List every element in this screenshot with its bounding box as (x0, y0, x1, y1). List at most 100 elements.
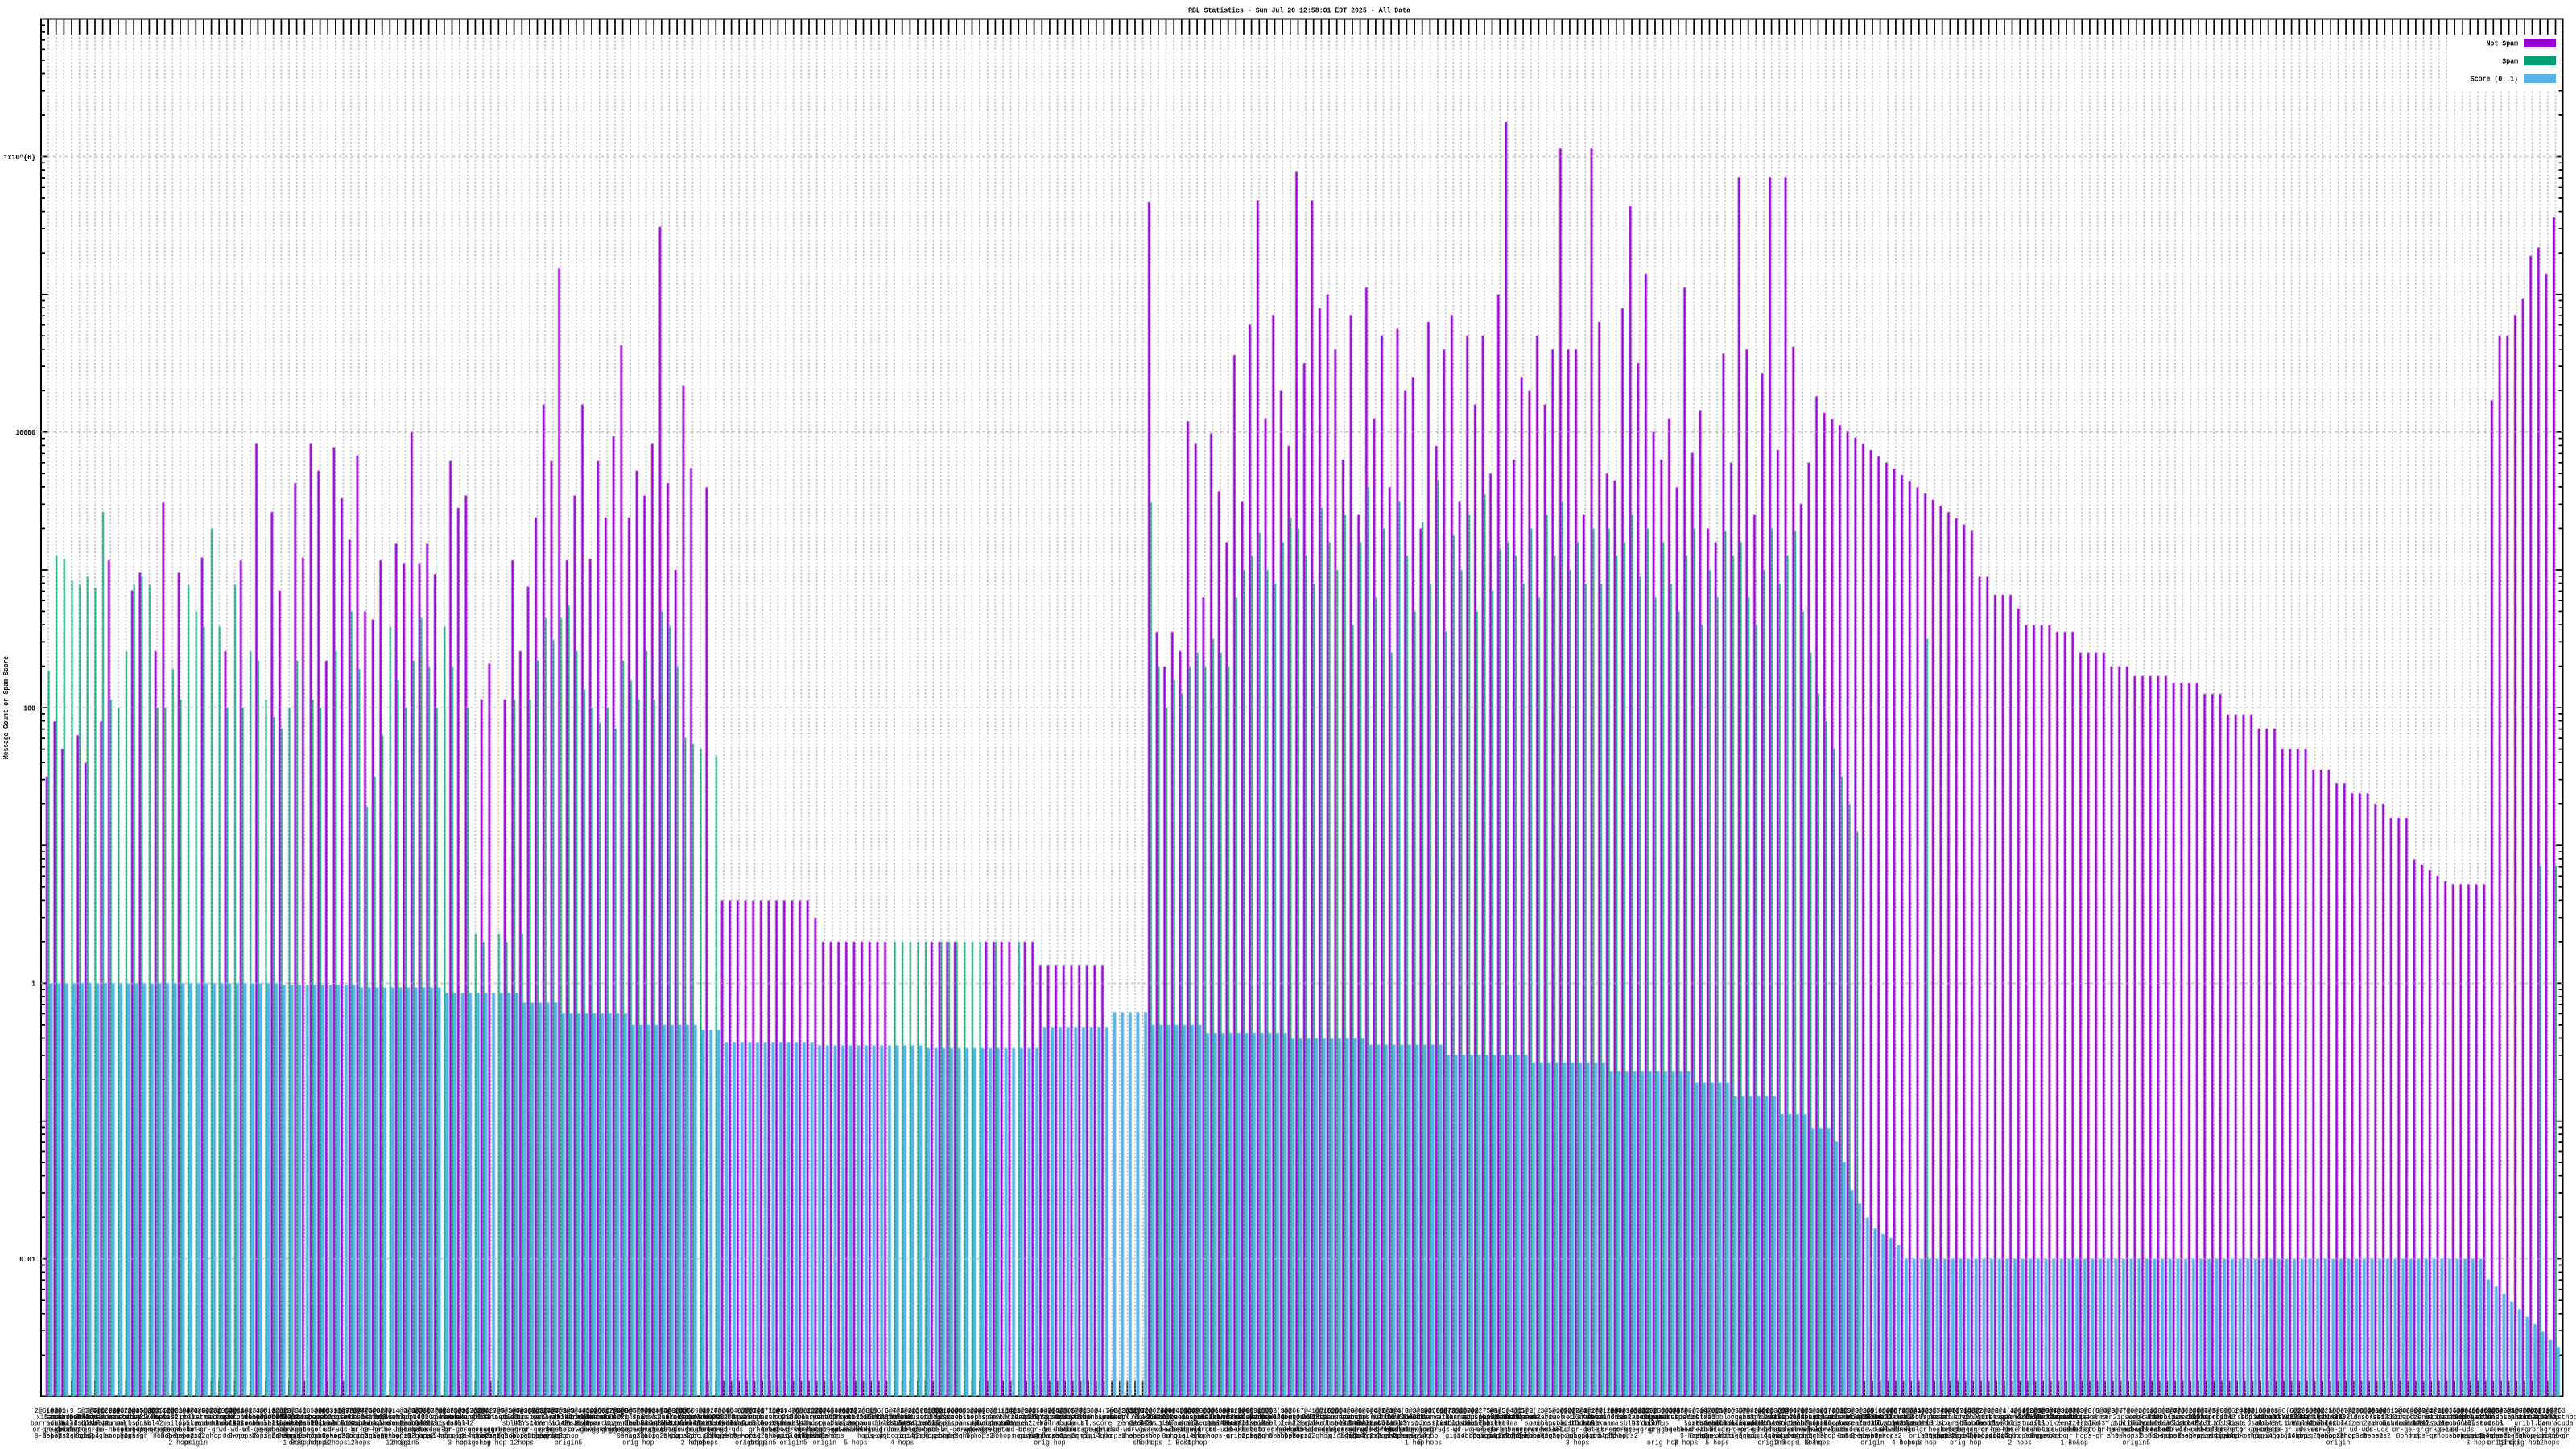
svg-text:0@8(3@8: 0@8(3@8 (2379, 1407, 2407, 1415)
svg-text:0@5(4@2: 0@5(4@2 (1028, 1407, 1056, 1415)
svg-text:hops-gr: hops-gr (710, 1432, 738, 1440)
svg-text:pble02: pble02 (332, 1414, 356, 1422)
svg-text:abuskarma: abuskarma (2072, 1414, 2107, 1422)
svg-text:3@9(8@5: 3@9(8@5 (1641, 1407, 1670, 1415)
svg-text:0@5(3: 0@5(3 (1079, 1407, 1099, 1415)
svg-text:list.dsbl: list.dsbl (2010, 1420, 2046, 1428)
svg-text:br-gr-gr: br-gr-gr (126, 1426, 157, 1434)
svg-text:4@4(4: 4@4(4 (395, 1407, 415, 1415)
svg-text:sorbs: sorbs (2305, 1420, 2325, 1428)
svg-text:sbl43Y.1.Y: sbl43Y.1.Y (1620, 1420, 1660, 1428)
svg-text:wd-wd-wl: wd-wd-wl (266, 1426, 297, 1434)
svg-text:br-gr-gr: br-gr-gr (460, 1426, 491, 1434)
svg-text:6@0(0: 6@0(0 (1350, 1407, 1370, 1415)
svg-text:bl.score: bl.score (878, 1420, 910, 1428)
svg-text:9-hops2: 9-hops2 (1339, 1432, 1367, 1440)
svg-text:6@0(1: 6@0(1 (2375, 1407, 2395, 1415)
svg-text:9-hops2: 9-hops2 (2317, 1432, 2345, 1440)
svg-text:ud-uds: ud-uds (1876, 1426, 1901, 1434)
svg-text:origin: origin (2326, 1439, 2351, 1447)
svg-text:or-ge-gr: or-ge-gr (242, 1426, 274, 1434)
svg-text:gr-gete: gr-gete (1571, 1426, 1600, 1434)
svg-text:rblorg: rblorg (2450, 1414, 2475, 1422)
svg-text:he-heto: he-heto (2130, 1426, 2158, 1434)
svg-text:br-gr-gr: br-gr-gr (2540, 1426, 2571, 1434)
svg-text:origin5: origin5 (555, 1439, 583, 1447)
svg-text:barracuda: barracuda (31, 1420, 66, 1428)
svg-text:6@2(6@2: 6@2(6@2 (2130, 1407, 2158, 1415)
svg-text:Y.Yzen: Y.Yzen (1922, 1414, 1946, 1422)
svg-text:orgorg0dW: orgorg0dW (1273, 1414, 1309, 1422)
svg-text:5@4(4@3: 5@4(4@3 (539, 1407, 568, 1415)
svg-text:0spamurl: 0spamurl (1057, 1420, 1088, 1428)
svg-text:8@6(7: 8@6(7 (2406, 1407, 2426, 1415)
svg-text:origin: origin (184, 1439, 208, 1447)
svg-text:8@0(7: 8@0(7 (2157, 1407, 2178, 1415)
svg-text:8ohops: 8ohops (277, 1432, 301, 1440)
svg-text:deobweb: deobweb (679, 1414, 707, 1422)
svg-text:gr-gete: gr-gete (283, 1426, 311, 1434)
svg-text:1@9(0: 1@9(0 (1839, 1407, 1860, 1415)
svg-text:hops-gr: hops-gr (2076, 1432, 2104, 1440)
svg-text:gigi4gbo: gigi4gbo (1018, 1432, 1050, 1440)
svg-text:wd-wd-wl: wd-wd-wl (1112, 1426, 1143, 1434)
svg-text:webhop: webhop (2016, 1414, 2040, 1422)
svg-text:e02spam: e02spam (275, 1414, 303, 1422)
svg-text:0dW143: 0dW143 (1496, 1414, 1520, 1422)
svg-text:0@7(2: 0@7(2 (194, 1407, 214, 1415)
svg-text:6@5(6: 6@5(6 (2204, 1407, 2224, 1415)
svg-text:shops: shops (698, 1439, 718, 1447)
svg-text:pblabus: pblabus (500, 1414, 528, 1422)
svg-text:or-ge-gr: or-ge-gr (2260, 1426, 2292, 1434)
svg-text:2@8(7@6: 2@8(7@6 (477, 1407, 505, 1415)
svg-text:orig2ghop: orig2ghop (512, 1432, 547, 1440)
svg-text:ud-uds: ud-uds (1426, 1426, 1450, 1434)
svg-text:deobfus: deobfus (1750, 1420, 1778, 1428)
svg-text:or-ge-gr: or-ge-gr (2493, 1426, 2524, 1434)
svg-text:br-gr-gr: br-gr-gr (64, 1426, 95, 1434)
svg-text:4@9(9: 4@9(9 (2010, 1407, 2030, 1415)
svg-text:orig2ghop: orig2ghop (186, 1432, 221, 1440)
svg-text:sorbs: sorbs (2483, 1420, 2504, 1428)
svg-text:8ohops: 8ohops (1472, 1432, 1496, 1440)
svg-text:br-gr-gr: br-gr-gr (941, 1426, 972, 1434)
svg-text:0@0(9@1: 0@0(9@1 (679, 1407, 707, 1415)
svg-text:ud-uds: ud-uds (2350, 1426, 2374, 1434)
svg-text:dnsbllist: dnsbllist (892, 1414, 927, 1422)
svg-text:list.dsbl: list.dsbl (2468, 1420, 2504, 1428)
svg-text:dnsblrbl: dnsblrbl (987, 1414, 1018, 1422)
svg-text:9-hops2: 9-hops2 (229, 1432, 257, 1440)
svg-text:x13karmaabus: x13karmaabus (1158, 1414, 1205, 1422)
svg-text:6@7(4: 6@7(4 (885, 1407, 905, 1415)
svg-text:ud-uds: ud-uds (875, 1426, 899, 1434)
svg-text:shop-or: shop-or (105, 1432, 133, 1440)
svg-text:8@6(5@5: 8@6(5@5 (663, 1407, 691, 1415)
svg-text:6@7(7@6: 6@7(7@6 (842, 1407, 870, 1415)
svg-text:copY.Y143: copY.Y143 (1994, 1414, 2029, 1422)
svg-text:bl.score: bl.score (514, 1420, 545, 1428)
svg-text:8ohops: 8ohops (1566, 1432, 1590, 1440)
svg-text:barzen: barzen (1201, 1414, 1225, 1422)
svg-text:spamhaus: spamhaus (1740, 1420, 1772, 1428)
svg-text:orig2ghop: orig2ghop (900, 1432, 935, 1440)
svg-text:1@2(9@0: 1@2(9@0 (2021, 1407, 2050, 1415)
svg-text:bl.score: bl.score (1872, 1420, 1904, 1428)
svg-text:gr-gete: gr-gete (1936, 1426, 1964, 1434)
svg-text:webzendnsbl: webzendnsbl (1587, 1414, 1630, 1422)
svg-text:2 hops: 2 hops (168, 1439, 192, 1447)
svg-text:9@0(7: 9@0(7 (109, 1407, 129, 1415)
svg-text:he-heto: he-heto (1369, 1426, 1397, 1434)
svg-text:deoblist: deoblist (2035, 1414, 2066, 1422)
svg-text:4@9(2: 4@9(2 (1009, 1407, 1029, 1415)
svg-text:1@9(2@4: 1@9(2@4 (337, 1407, 365, 1415)
svg-text:3@1(2: 3@1(2 (1513, 1407, 1534, 1415)
svg-text:6@6(9: 6@6(9 (1203, 1407, 1223, 1415)
svg-text:orig2ghop: orig2ghop (1536, 1432, 1571, 1440)
svg-text:hops-gr: hops-gr (2169, 1432, 2197, 1440)
svg-text:6@9(6@5: 6@9(6@5 (1245, 1407, 1274, 1415)
svg-text:gr-gete: gr-gete (399, 1426, 427, 1434)
svg-text:bl.score: bl.score (1632, 1420, 1663, 1428)
svg-text:hops-gr: hops-gr (438, 1432, 466, 1440)
svg-text:orig2ghop: orig2ghop (1241, 1432, 1277, 1440)
svg-text:5@5(5: 5@5(5 (77, 1407, 97, 1415)
